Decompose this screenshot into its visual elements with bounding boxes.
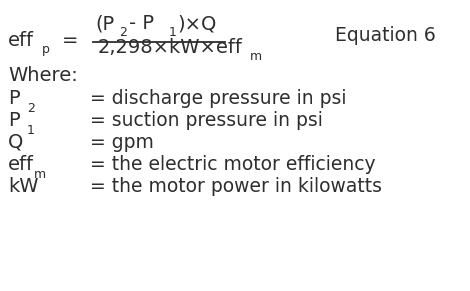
Text: = gpm: = gpm	[90, 133, 154, 152]
Text: = the electric motor efficiency: = the electric motor efficiency	[90, 155, 376, 174]
Text: - P: - P	[129, 14, 154, 33]
Text: 1: 1	[169, 26, 177, 39]
Text: 1: 1	[27, 124, 35, 137]
Text: P: P	[8, 111, 20, 130]
Text: 2,298×kW×eff: 2,298×kW×eff	[98, 38, 243, 57]
Text: =: =	[62, 31, 78, 50]
Text: eff: eff	[8, 31, 34, 50]
Text: Q: Q	[8, 133, 24, 152]
Text: Equation 6: Equation 6	[335, 26, 436, 45]
Text: Where:: Where:	[8, 66, 78, 85]
Text: 2: 2	[27, 102, 35, 115]
Text: m: m	[34, 168, 46, 181]
Text: kW: kW	[8, 177, 39, 196]
Text: 2: 2	[119, 26, 127, 39]
Text: P: P	[8, 89, 20, 108]
Text: m: m	[250, 50, 262, 63]
Text: = suction pressure in psi: = suction pressure in psi	[90, 111, 323, 130]
Text: eff: eff	[8, 155, 34, 174]
Text: p: p	[42, 43, 50, 56]
Text: )×Q: )×Q	[177, 14, 216, 33]
Text: (P: (P	[95, 14, 114, 33]
Text: = the motor power in kilowatts: = the motor power in kilowatts	[90, 177, 382, 196]
Text: = discharge pressure in psi: = discharge pressure in psi	[90, 89, 346, 108]
